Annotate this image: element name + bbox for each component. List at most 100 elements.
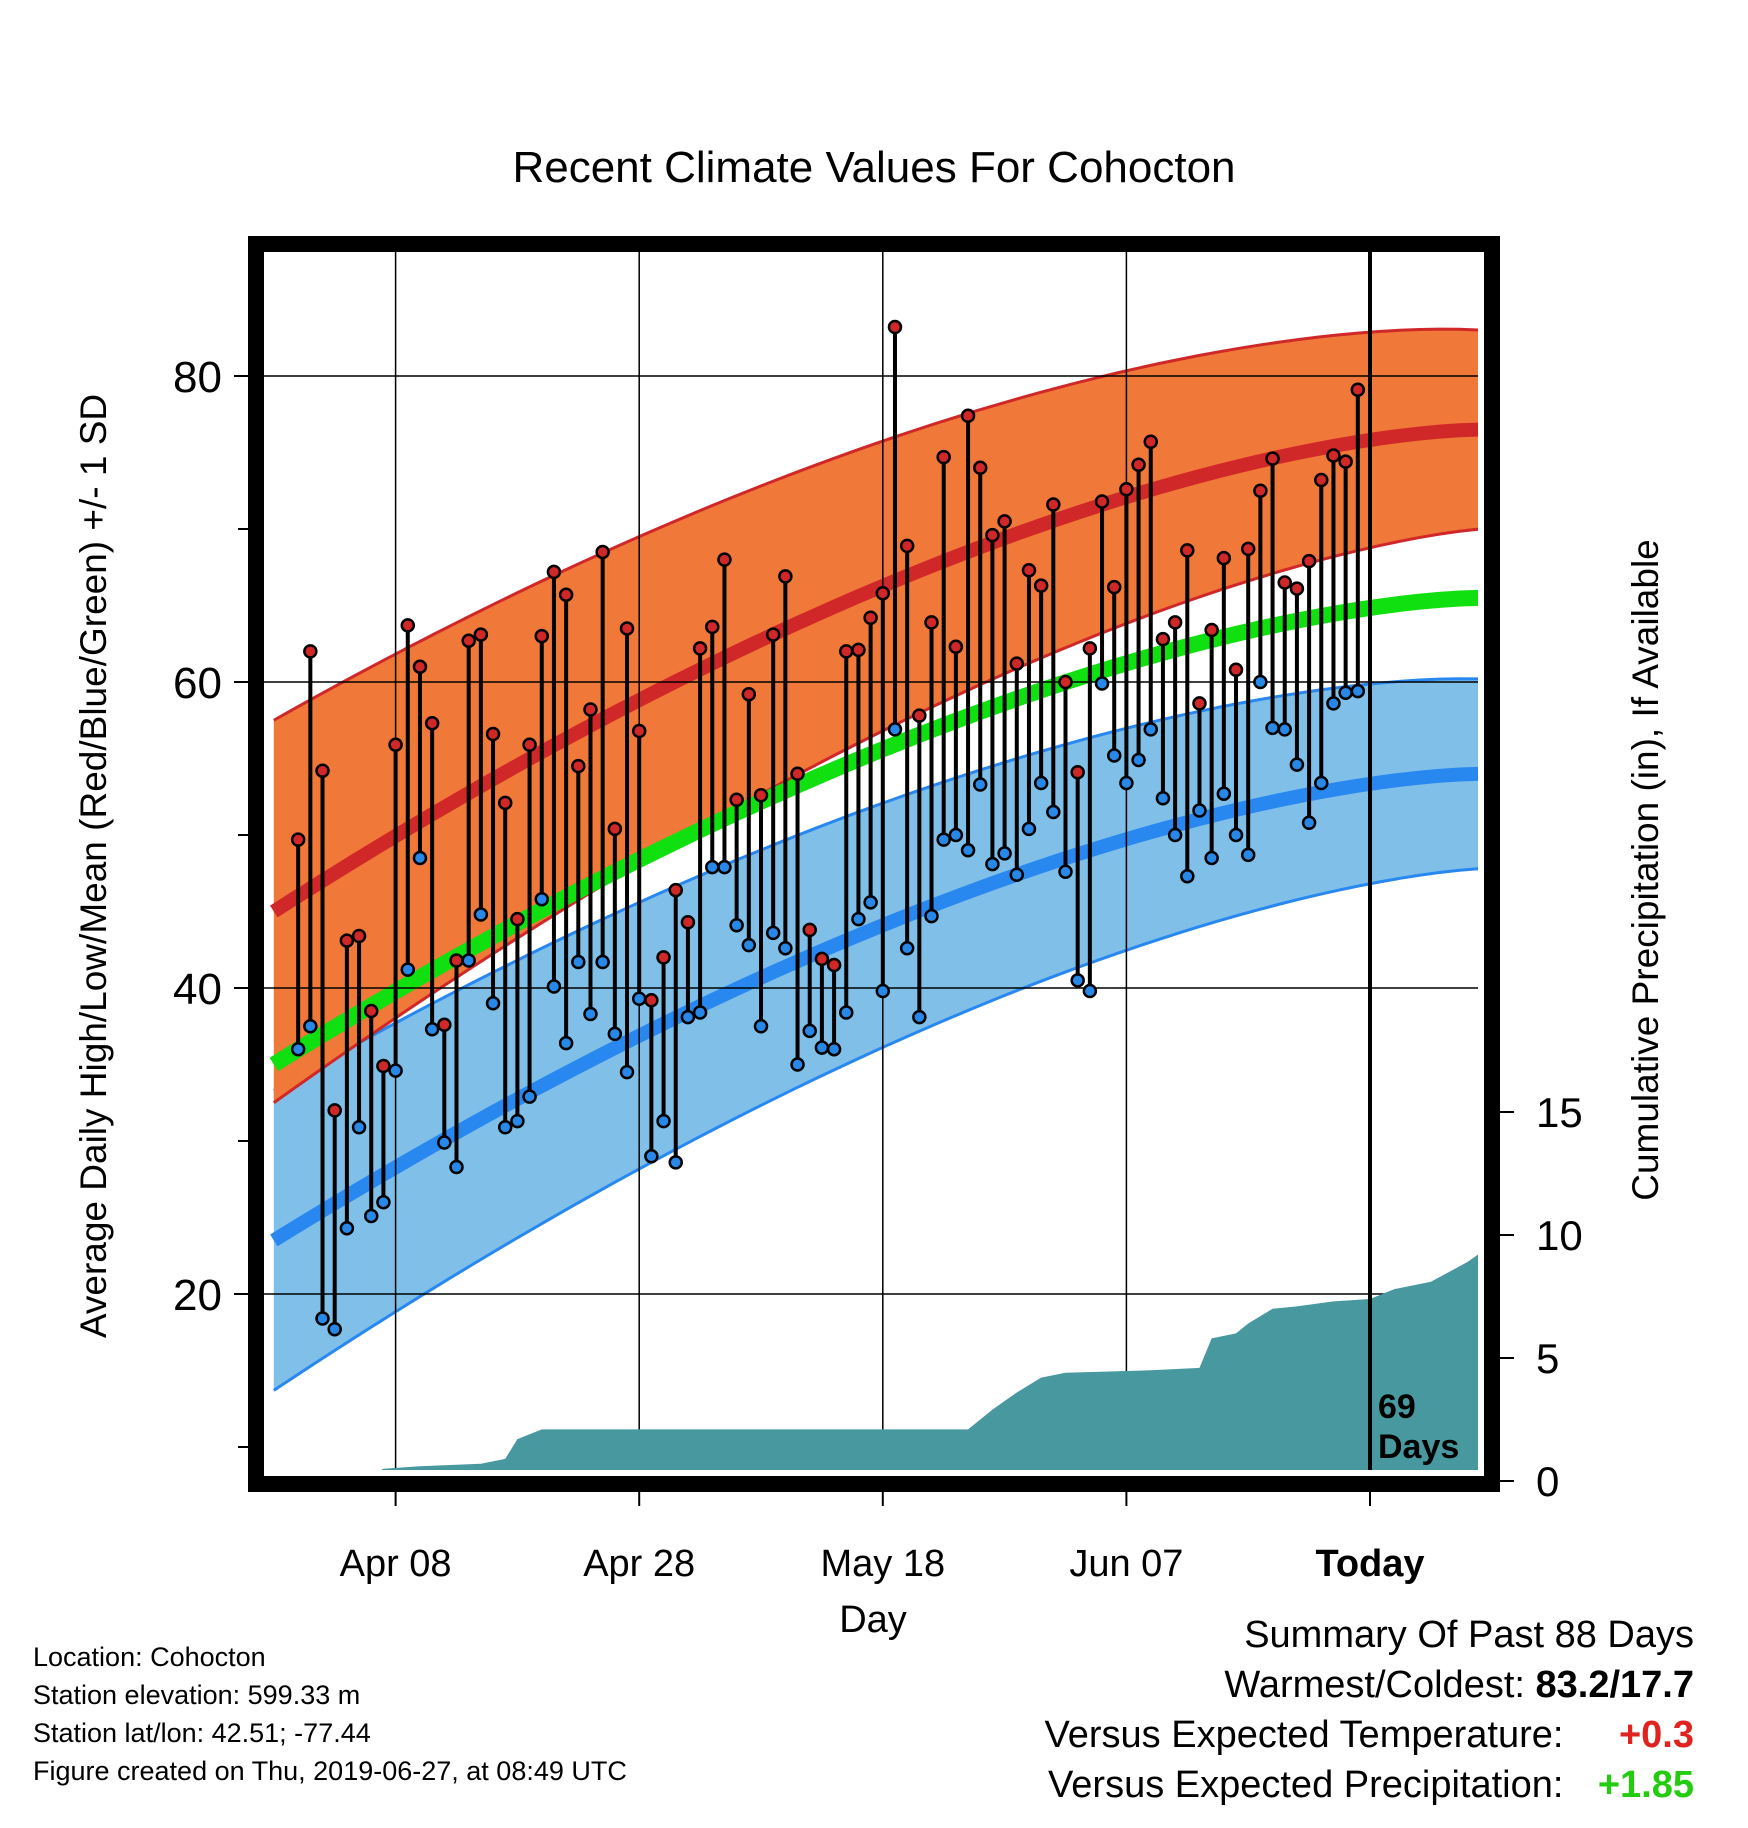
daily-low-point: [607, 1026, 623, 1042]
daily-high-point: [1106, 579, 1122, 595]
daily-low-point: [814, 1040, 830, 1055]
y-tick-label: 40: [173, 965, 222, 1014]
daily-low-point: [388, 1063, 403, 1078]
daily-low-point: [839, 1005, 854, 1020]
normal-high-upper-sd-line: [273, 327, 1478, 722]
daily-high-point: [376, 1058, 391, 1074]
daily-high-point: [1082, 641, 1098, 656]
daily-low-point: [1216, 786, 1232, 801]
daily-low-point: [1338, 685, 1353, 700]
daily-high-point: [863, 610, 878, 625]
daily-high-point: [1350, 382, 1366, 398]
daily-high-point: [1326, 448, 1341, 463]
y-axis-label: Average Daily High/Low/Mean (Red/Blue/Gr…: [73, 394, 114, 1338]
daily-low-point: [1082, 983, 1098, 999]
daily-low-point: [717, 859, 732, 875]
daily-low-point: [790, 1057, 805, 1072]
daily-high-point: [497, 795, 513, 811]
daily-high-point: [887, 319, 903, 335]
daily-high-point: [363, 1003, 379, 1019]
daily-low-point: [1277, 722, 1292, 737]
daily-high-point: [571, 758, 586, 774]
summary-precip-row: Versus Expected Precipitation: +1.85: [1045, 1760, 1694, 1810]
daily-low-point: [1253, 674, 1268, 690]
daily-low-point: [948, 827, 964, 843]
precip-value: +1.85: [1597, 1764, 1694, 1806]
daily-high-point: [1131, 457, 1146, 472]
daily-high-point: [303, 644, 318, 659]
daily-low-point: [485, 996, 501, 1011]
daily-high-point: [351, 928, 367, 944]
daily-low-point: [522, 1089, 537, 1104]
daily-high-point: [644, 992, 659, 1008]
daily-high-point: [839, 644, 854, 659]
x-tick-label: Today: [1315, 1543, 1424, 1585]
y2-tick-label: 15: [1536, 1089, 1583, 1136]
daily-low-point: [924, 908, 939, 924]
daily-low-point: [424, 1022, 440, 1037]
daily-low-point: [461, 953, 476, 968]
created-text: Figure created on Thu, 2019-06-27, at 08…: [33, 1756, 627, 1786]
daily-high-point: [546, 564, 562, 580]
daily-low-point: [290, 1041, 306, 1057]
daily-low-point: [741, 937, 757, 953]
daily-low-point: [1289, 757, 1305, 772]
normal-low-lower-sd-line: [272, 867, 1478, 1392]
precip-area: [381, 1195, 1478, 1470]
daily-high-point: [826, 957, 842, 973]
daily-high-point: [595, 544, 610, 560]
daily-high-point: [1277, 575, 1292, 590]
daily-high-point: [960, 408, 976, 424]
daily-low-point: [1021, 821, 1037, 837]
plot-area: 69 Days 20 40 60 80 0 5 10 15 Apr 08 Apr 28 May 18 Ju…: [173, 236, 1583, 1585]
daily-high-point: [461, 633, 476, 648]
daily-high-point: [437, 1017, 452, 1032]
daily-high-point: [1119, 481, 1134, 497]
daily-low-point: [631, 991, 647, 1006]
daily-high-point: [802, 922, 817, 938]
daily-high-point: [924, 615, 939, 630]
daily-low-point: [376, 1194, 391, 1210]
chart-title: Recent Climate Values For Cohocton: [512, 143, 1235, 192]
daily-low-point: [510, 1113, 525, 1129]
daily-low-point: [1070, 973, 1085, 988]
daily-high-point: [899, 538, 915, 554]
daily-high-point: [948, 639, 964, 655]
daily-high-point: [912, 708, 927, 723]
daily-high-point: [692, 641, 708, 656]
x-tick-label: Apr 28: [583, 1543, 695, 1585]
daily-low-point: [583, 1006, 598, 1022]
daily-high-point: [1253, 483, 1268, 498]
daily-high-point: [668, 882, 683, 898]
daily-high-point: [1070, 765, 1085, 780]
daily-low-point: [705, 859, 720, 875]
x-tick-label: May 18: [820, 1543, 945, 1585]
y2-tick-label: 10: [1536, 1212, 1583, 1259]
daily-high-point: [1228, 662, 1244, 678]
daily-high-point: [717, 552, 732, 567]
daily-low-point: [595, 954, 610, 970]
daily-low-point: [1314, 775, 1329, 791]
normal-low-band: [273, 678, 1478, 1391]
daily-low-point: [351, 1119, 367, 1135]
daily-high-point: [1216, 550, 1232, 566]
y2-tick-label: 5: [1536, 1335, 1559, 1382]
daily-low-point: [985, 856, 1000, 872]
daily-high-point: [1058, 674, 1073, 690]
daily-high-point: [1021, 563, 1037, 578]
daily-low-point: [1326, 696, 1341, 711]
daily-low-point: [437, 1135, 452, 1150]
y2-tick-label: 0: [1536, 1458, 1559, 1505]
daily-high-point: [631, 723, 647, 739]
daily-low-point: [960, 843, 976, 858]
y-tick-label: 60: [173, 659, 222, 708]
daily-high-point: [936, 449, 951, 465]
daily-low-point: [339, 1220, 355, 1236]
daily-high-point: [972, 460, 988, 476]
daily-low-point: [644, 1149, 659, 1164]
daily-low-point: [887, 722, 903, 737]
daily-low-point: [778, 940, 793, 956]
x-tick-label: Apr 08: [340, 1543, 452, 1585]
warmest-value: 83.2/17.7: [1535, 1664, 1694, 1706]
normal-low-line: [270, 766, 1478, 1247]
